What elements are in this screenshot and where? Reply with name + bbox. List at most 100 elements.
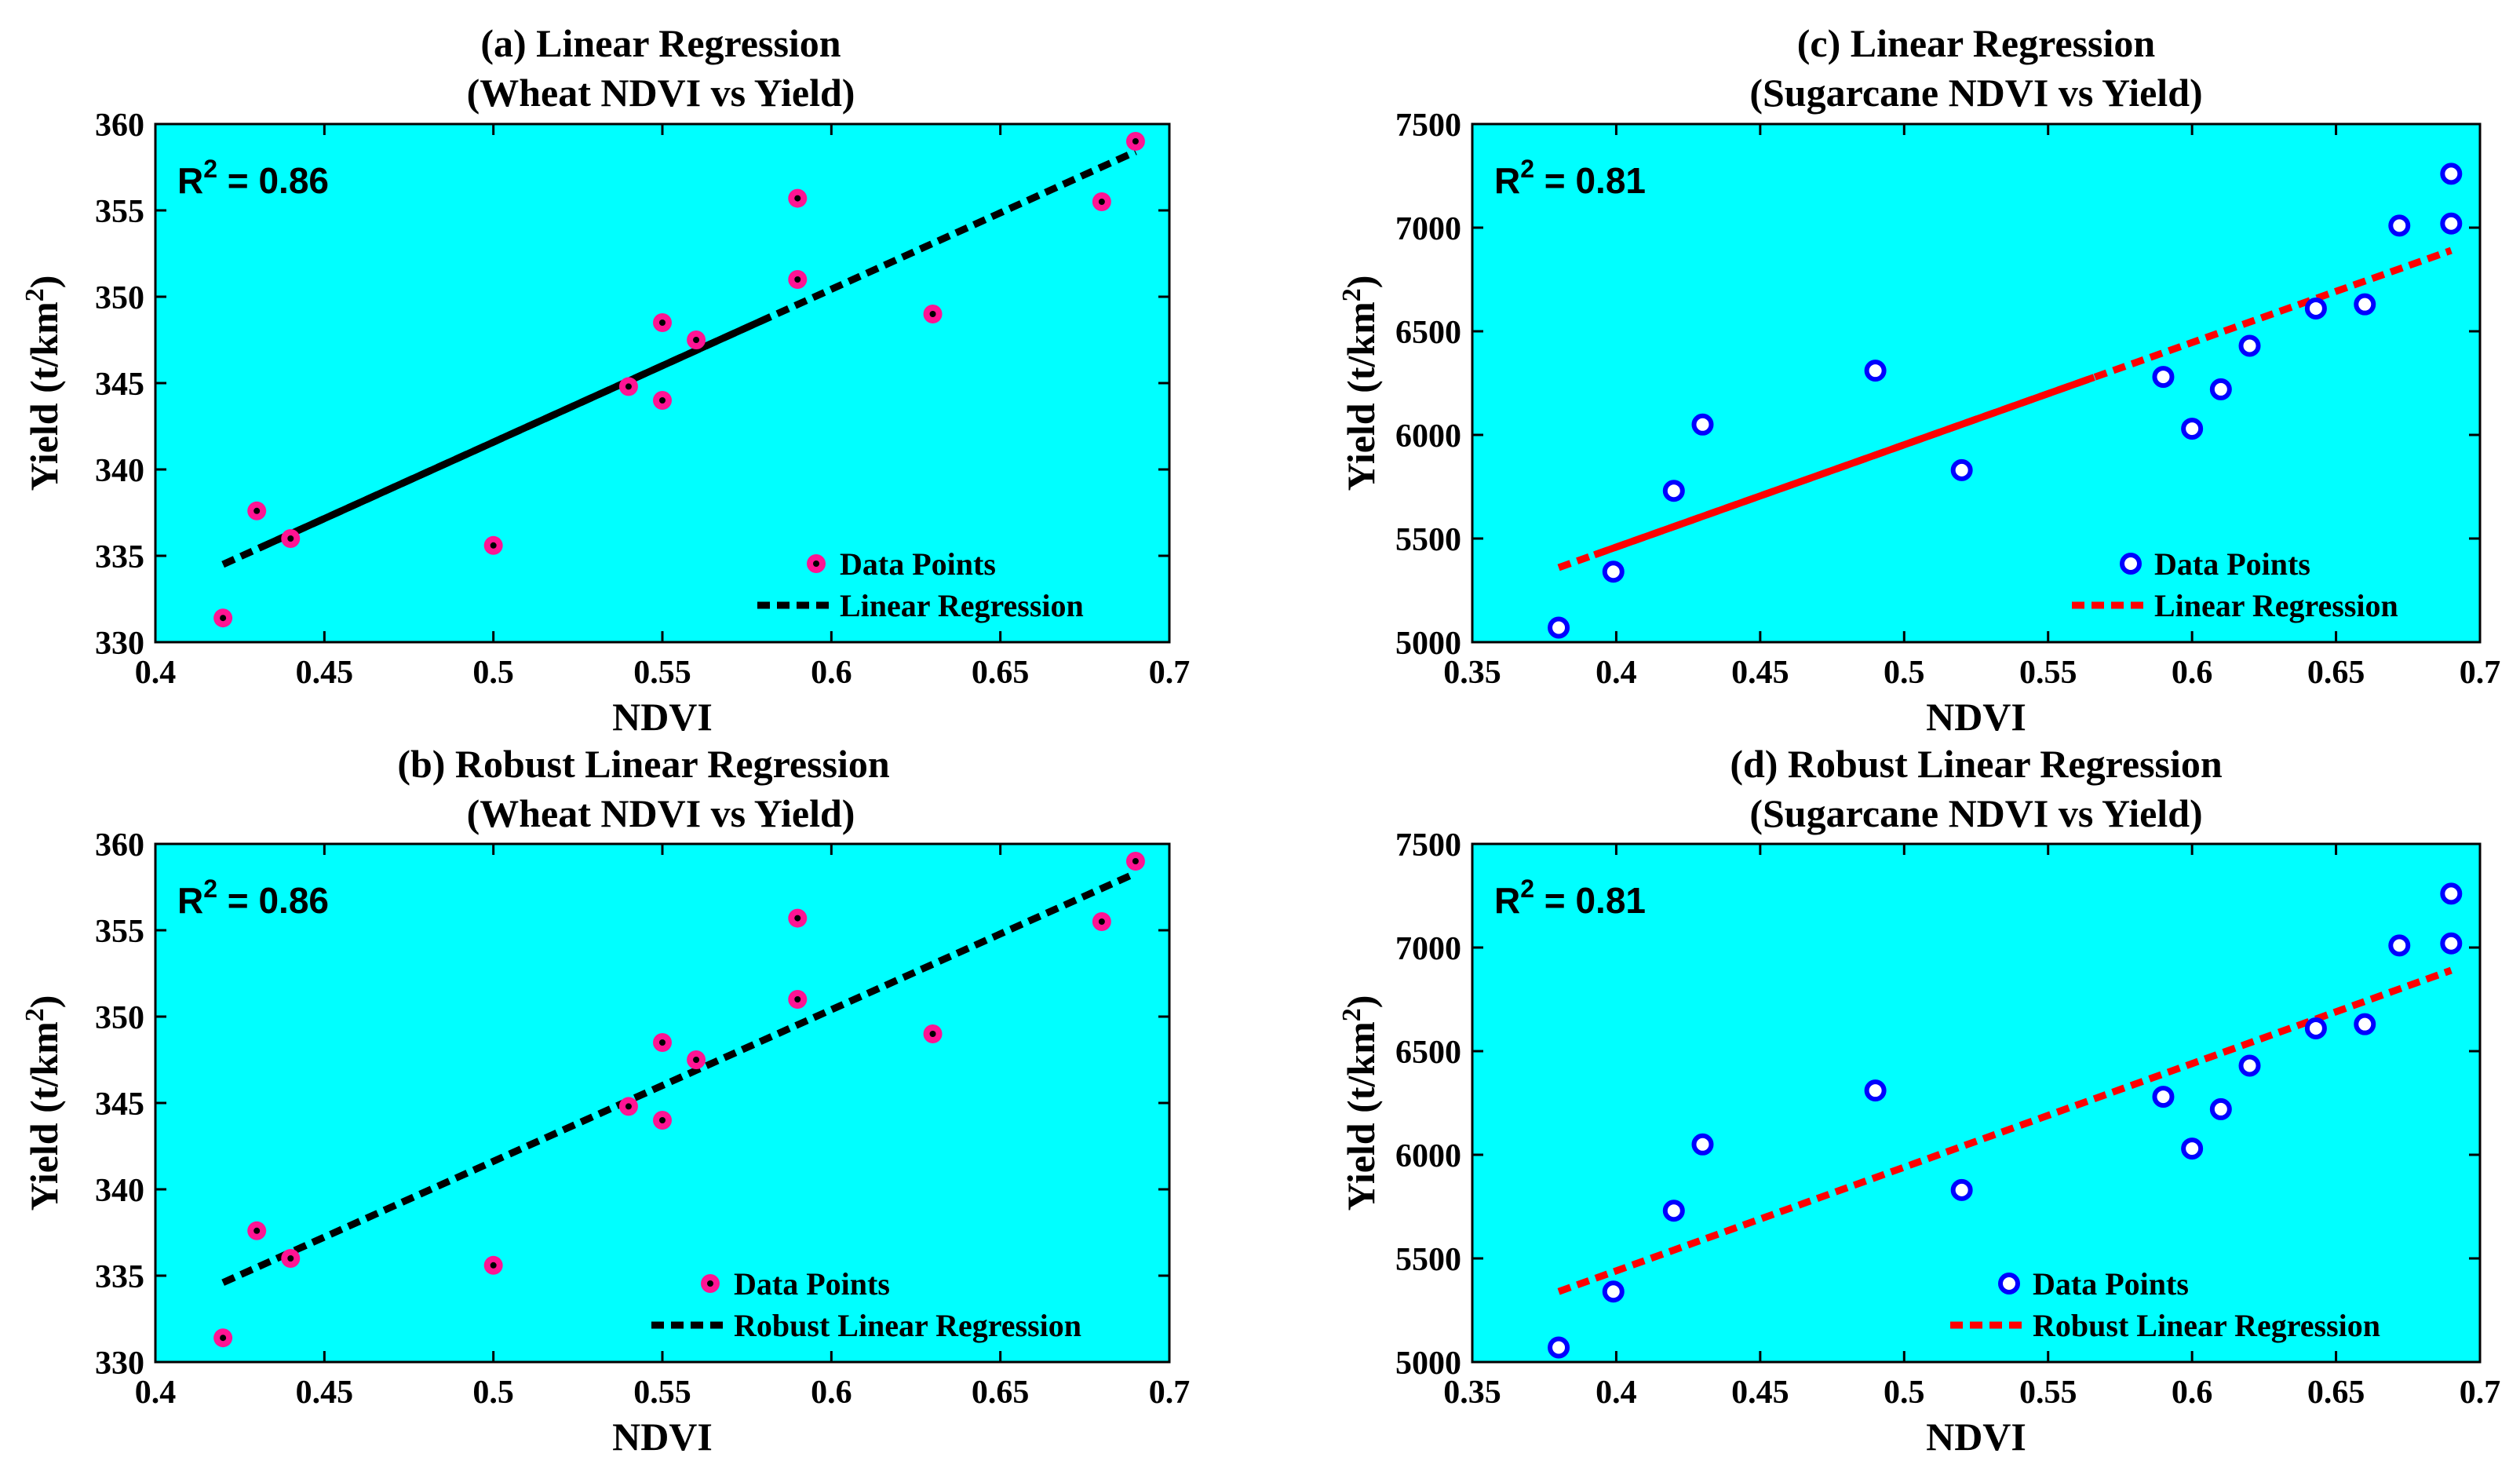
- y-axis-label-sup: 2: [20, 1008, 49, 1021]
- x-axis-label: NDVI: [612, 695, 713, 739]
- panel-c: (c) Linear Regression (Sugarcane NDVI vs…: [1337, 21, 2500, 739]
- r-squared-prefix: R: [1494, 880, 1520, 921]
- y-tick-label: 5000: [1395, 626, 1461, 662]
- x-tick-label: 0.45: [296, 1375, 354, 1411]
- data-point-center: [1098, 199, 1105, 205]
- data-point: [2181, 1138, 2204, 1160]
- legend-marker-points: [1998, 1273, 2020, 1295]
- data-point: [2238, 1054, 2261, 1077]
- y-tick-label: 5500: [1395, 522, 1461, 558]
- data-point-center: [794, 276, 801, 283]
- data-point: [2209, 1097, 2232, 1120]
- x-tick-label: 0.4: [135, 1375, 177, 1411]
- data-point-center: [490, 1262, 497, 1269]
- legend-label-points: Data Points: [734, 1266, 890, 1302]
- data-point: [1602, 1280, 1625, 1303]
- y-axis-label-main: Yield (t/km: [22, 301, 66, 491]
- panel-c-title-line1: (c) Linear Regression: [1797, 21, 2156, 65]
- data-point-center: [220, 1335, 227, 1342]
- y-tick-label: 6500: [1395, 315, 1461, 351]
- panel-c-title-line2: (Sugarcane NDVI vs Yield): [1749, 71, 2202, 115]
- regression-line: [1557, 966, 2453, 1295]
- y-axis-label: Yield (t/km2): [1337, 276, 1383, 491]
- x-tick-label: 0.5: [472, 655, 514, 691]
- y-tick-label: 360: [95, 827, 144, 864]
- r-squared-value: = 0.86: [217, 160, 329, 201]
- data-point: [2238, 334, 2261, 357]
- panel-b-title-line1: (b) Robust Linear Regression: [397, 742, 890, 786]
- y-tick-label: 6000: [1395, 418, 1461, 455]
- y-tick-label: 6500: [1395, 1035, 1461, 1071]
- data-point-center: [929, 1031, 936, 1037]
- x-tick-label: 0.7: [2460, 655, 2501, 691]
- plot-area-b: [155, 844, 1169, 1362]
- y-axis-label: Yield (t/km2): [20, 276, 66, 491]
- x-tick-label: 0.5: [1884, 655, 1925, 691]
- y-tick-label: 330: [95, 1346, 144, 1382]
- y-axis-label-sup: 2: [20, 288, 49, 301]
- panel-d: (d) Robust Linear Regression (Sugarcane …: [1337, 742, 2500, 1459]
- data-point: [1691, 413, 1714, 436]
- y-axis-label-end: ): [1339, 995, 1383, 1009]
- x-tick-label: 0.55: [2019, 655, 2077, 691]
- data-point: [1691, 1133, 1714, 1156]
- data-point-center: [287, 535, 294, 542]
- y-tick-label: 5000: [1395, 1346, 1461, 1382]
- axes-frame-b: [154, 842, 1171, 1364]
- x-tick-label: 0.6: [2172, 655, 2213, 691]
- y-tick-label: 7000: [1395, 211, 1461, 247]
- y-axis-label-main: Yield (t/km: [1339, 1021, 1383, 1211]
- x-tick-label: 0.65: [2307, 655, 2365, 691]
- y-tick-label: 7000: [1395, 931, 1461, 967]
- r-squared-prefix: R: [177, 880, 203, 921]
- r-squared-value: = 0.86: [217, 880, 329, 921]
- regression-line-solid: [1593, 374, 2095, 559]
- data-point: [2354, 1013, 2376, 1035]
- plot-area-d: [1472, 844, 2480, 1362]
- y-tick-label: 7500: [1395, 108, 1461, 144]
- x-tick-label: 0.7: [1149, 1375, 1191, 1411]
- y-tick-label: 350: [95, 280, 144, 316]
- x-tick-label: 0.35: [1443, 1375, 1501, 1411]
- axes-frame-c: [1471, 122, 2482, 644]
- r-squared-sup: 2: [1520, 155, 1534, 183]
- r-squared-sup: 2: [1520, 875, 1534, 903]
- r-squared-value: = 0.81: [1534, 880, 1646, 921]
- legend-label-points: Data Points: [2033, 1266, 2189, 1302]
- legend-marker-points-center: [813, 561, 819, 567]
- panel-a-title-line2: (Wheat NDVI vs Yield): [467, 71, 855, 115]
- y-tick-label: 340: [95, 453, 144, 489]
- data-point: [2181, 418, 2204, 440]
- panel-b: (b) Robust Linear Regression (Wheat NDVI…: [20, 742, 1190, 1459]
- data-point-center: [1132, 138, 1139, 144]
- data-point: [1662, 1200, 1685, 1222]
- y-tick-label: 330: [95, 626, 144, 662]
- y-tick-label: 340: [95, 1173, 144, 1209]
- y-axis-label-main: Yield (t/km: [22, 1021, 66, 1211]
- y-axis-label-end: ): [1339, 276, 1383, 289]
- data-point: [1548, 1336, 1570, 1359]
- data-point-center: [659, 1117, 666, 1123]
- y-axis-label-main: Yield (t/km: [1339, 301, 1383, 491]
- data-point-center: [693, 337, 700, 343]
- r-squared-sup: 2: [203, 875, 217, 903]
- data-point: [2304, 297, 2327, 320]
- data-point: [2304, 1017, 2327, 1039]
- data-point: [2152, 366, 2175, 389]
- x-tick-label: 0.6: [811, 1375, 852, 1411]
- y-tick-label: 6000: [1395, 1138, 1461, 1174]
- axes-frame-a: [154, 122, 1171, 644]
- data-point-center: [287, 1255, 294, 1262]
- y-tick-label: 335: [95, 539, 144, 575]
- data-point: [2209, 378, 2232, 400]
- data-point: [2440, 212, 2463, 235]
- axes-frame-d: [1471, 842, 2482, 1364]
- x-tick-label: 0.65: [2307, 1375, 2365, 1411]
- y-axis-label-sup: 2: [1337, 288, 1366, 301]
- x-tick-label: 0.5: [472, 1375, 514, 1411]
- data-point-center: [659, 397, 666, 404]
- y-tick-label: 5500: [1395, 1242, 1461, 1278]
- data-point-center: [794, 996, 801, 1002]
- legend-label-line: Robust Linear Regression: [2033, 1308, 2380, 1343]
